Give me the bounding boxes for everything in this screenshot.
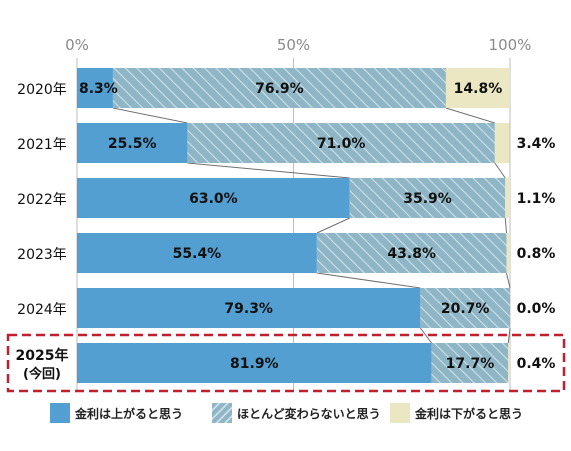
bar-segment [316,233,507,273]
bar-segment [77,68,113,108]
bar-segment [431,343,509,383]
series-connector [112,107,188,124]
category-label: 2021年 [17,137,67,153]
bar-segment [349,178,506,218]
series-connector [316,272,421,289]
category-label: 2025年 [16,347,69,364]
category-label: 2020年 [17,82,67,98]
data-label: 71.0% [317,136,366,152]
bar-segment [445,68,510,108]
data-label: 0.0% [517,301,556,317]
bar-segment [494,123,510,163]
data-label: 0.4% [517,356,556,372]
series-connector [506,272,511,289]
bar-segment [77,233,317,273]
data-label: 43.8% [387,246,436,262]
data-label: 81.9% [230,356,279,372]
bar-segment [420,288,510,328]
bar-segment [505,178,510,218]
series-connector [504,217,508,234]
series-connector [187,162,350,179]
bar-segment [508,343,510,383]
bar-segment [187,123,495,163]
bar-segment [77,178,350,218]
series-connector [445,107,495,124]
data-label: 8.3% [79,81,118,97]
bar-segment [506,233,510,273]
data-label: 17.7% [446,356,495,372]
legend-item-fall: 金利は下がると思う [390,400,523,426]
category-label: 2022年 [17,192,67,208]
data-label: 35.9% [403,191,452,207]
data-label: 20.7% [441,301,490,317]
data-label: 0.8% [517,246,556,262]
legend-swatch-fall [390,403,410,423]
legend-label-flat: ほとんど変わらないと思う [237,406,381,421]
data-label: 76.9% [255,81,304,97]
legend-swatch-flat [212,403,232,423]
category-sublabel: (今回) [23,366,61,382]
series-connector [507,327,511,344]
bar-segment [77,343,432,383]
legend-label-fall: 金利は下がると思う [415,406,524,421]
bar-segment [77,288,421,328]
legend-item-rise: 金利は上がると思う [50,400,183,426]
legend-label-rise: 金利は上がると思う [75,406,184,421]
series-connector [419,327,433,344]
x-tick-label: 50% [277,36,310,54]
bar-segment [77,123,188,163]
category-label: 2023年 [17,247,67,263]
stacked-bar-chart: 8.3% 76.9% 14.8% 25.5% 71.0% 3.4% 63.0% 35.9% 1.… [6,36,566,393]
data-label: 25.5% [108,136,157,152]
legend-item-flat: ほとんど変わらないと思う [212,400,381,426]
data-label: 1.1% [517,191,556,207]
category-label: 2024年 [17,302,67,318]
x-tick-label: 100% [489,36,532,54]
data-label: 55.4% [173,246,222,262]
bar-segment [112,68,446,108]
data-label: 3.4% [517,136,556,152]
data-label: 63.0% [189,191,238,207]
highlight-box [6,333,566,393]
data-label: 14.8% [454,81,503,97]
x-tick-label: 0% [65,36,89,54]
series-connector [494,162,506,179]
data-label: 79.3% [224,301,273,317]
series-connector [316,217,350,234]
legend: 金利は上がると思う ほとんど変わらないと思う 金利は下がると思う [0,400,571,426]
legend-swatch-rise [50,403,70,423]
